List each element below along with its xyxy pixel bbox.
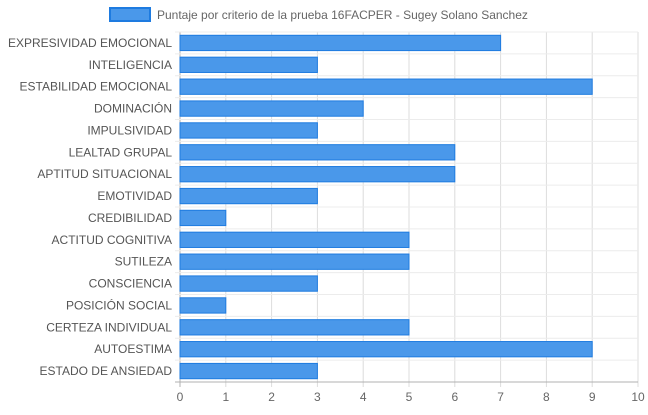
category-label: INTELIGENCIA: [89, 58, 172, 72]
bar[interactable]: [179, 209, 227, 227]
category-label: CERTEZA INDIVIDUAL: [46, 320, 172, 334]
category-label: EXPRESIVIDAD EMOCIONAL: [8, 36, 172, 50]
bar[interactable]: [179, 341, 593, 358]
x-tick-label: 1: [222, 390, 229, 404]
legend-label[interactable]: Puntaje por criterio de la prueba 16FACP…: [157, 8, 528, 22]
bar[interactable]: [179, 319, 410, 336]
bar[interactable]: [179, 275, 318, 292]
x-tick-label: 7: [497, 390, 504, 404]
bar[interactable]: [179, 297, 227, 314]
category-label: ESTABILIDAD EMOCIONAL: [20, 80, 173, 94]
bar[interactable]: [179, 362, 318, 380]
bar[interactable]: [179, 100, 364, 117]
legend[interactable]: Puntaje por criterio de la prueba 16FACP…: [109, 7, 528, 22]
x-tick-label: 10: [631, 390, 645, 404]
bar[interactable]: [179, 231, 410, 248]
bar[interactable]: [179, 166, 456, 183]
category-label: POSICIÓN SOCIAL: [66, 297, 172, 312]
category-label: ACTITUD COGNITIVA: [52, 233, 172, 247]
bar[interactable]: [179, 187, 318, 205]
category-label: AUTOESTIMA: [94, 342, 172, 356]
x-tick-label: 9: [589, 390, 596, 404]
category-label: CONSCIENCIA: [89, 277, 172, 291]
x-tick-label: 3: [314, 390, 321, 404]
x-tick-label: 2: [268, 390, 275, 404]
bar[interactable]: [179, 56, 318, 73]
x-tick-label: 6: [451, 390, 458, 404]
y-axis-labels: EXPRESIVIDAD EMOCIONAL INTELIGENCIA ESTABI…: [8, 36, 172, 378]
legend-swatch[interactable]: [109, 7, 151, 22]
category-label: IMPULSIVIDAD: [87, 123, 172, 137]
bars: [179, 34, 593, 380]
bar[interactable]: [179, 122, 318, 139]
category-label: CREDIBILIDAD: [88, 211, 172, 225]
category-label: SUTILEZA: [115, 255, 172, 269]
x-axis-ticks: 0 1 2 3 4 5 6 7 8 9 10: [177, 390, 645, 404]
bar[interactable]: [179, 253, 410, 270]
bar[interactable]: [179, 144, 456, 161]
bar[interactable]: [179, 78, 593, 95]
category-label: ESTADO DE ANSIEDAD: [40, 364, 173, 378]
x-tick-label: 5: [406, 390, 413, 404]
x-tick-label: 4: [360, 390, 367, 404]
category-label: APTITUD SITUACIONAL: [37, 167, 172, 181]
x-tick-label: 0: [177, 390, 184, 404]
category-label: EMOTIVIDAD: [97, 189, 172, 203]
x-tick-label: 8: [543, 390, 550, 404]
category-label: DOMINACIÓN: [94, 101, 172, 116]
category-label: LEALTAD GRUPAL: [69, 145, 173, 159]
bar[interactable]: [179, 34, 502, 52]
